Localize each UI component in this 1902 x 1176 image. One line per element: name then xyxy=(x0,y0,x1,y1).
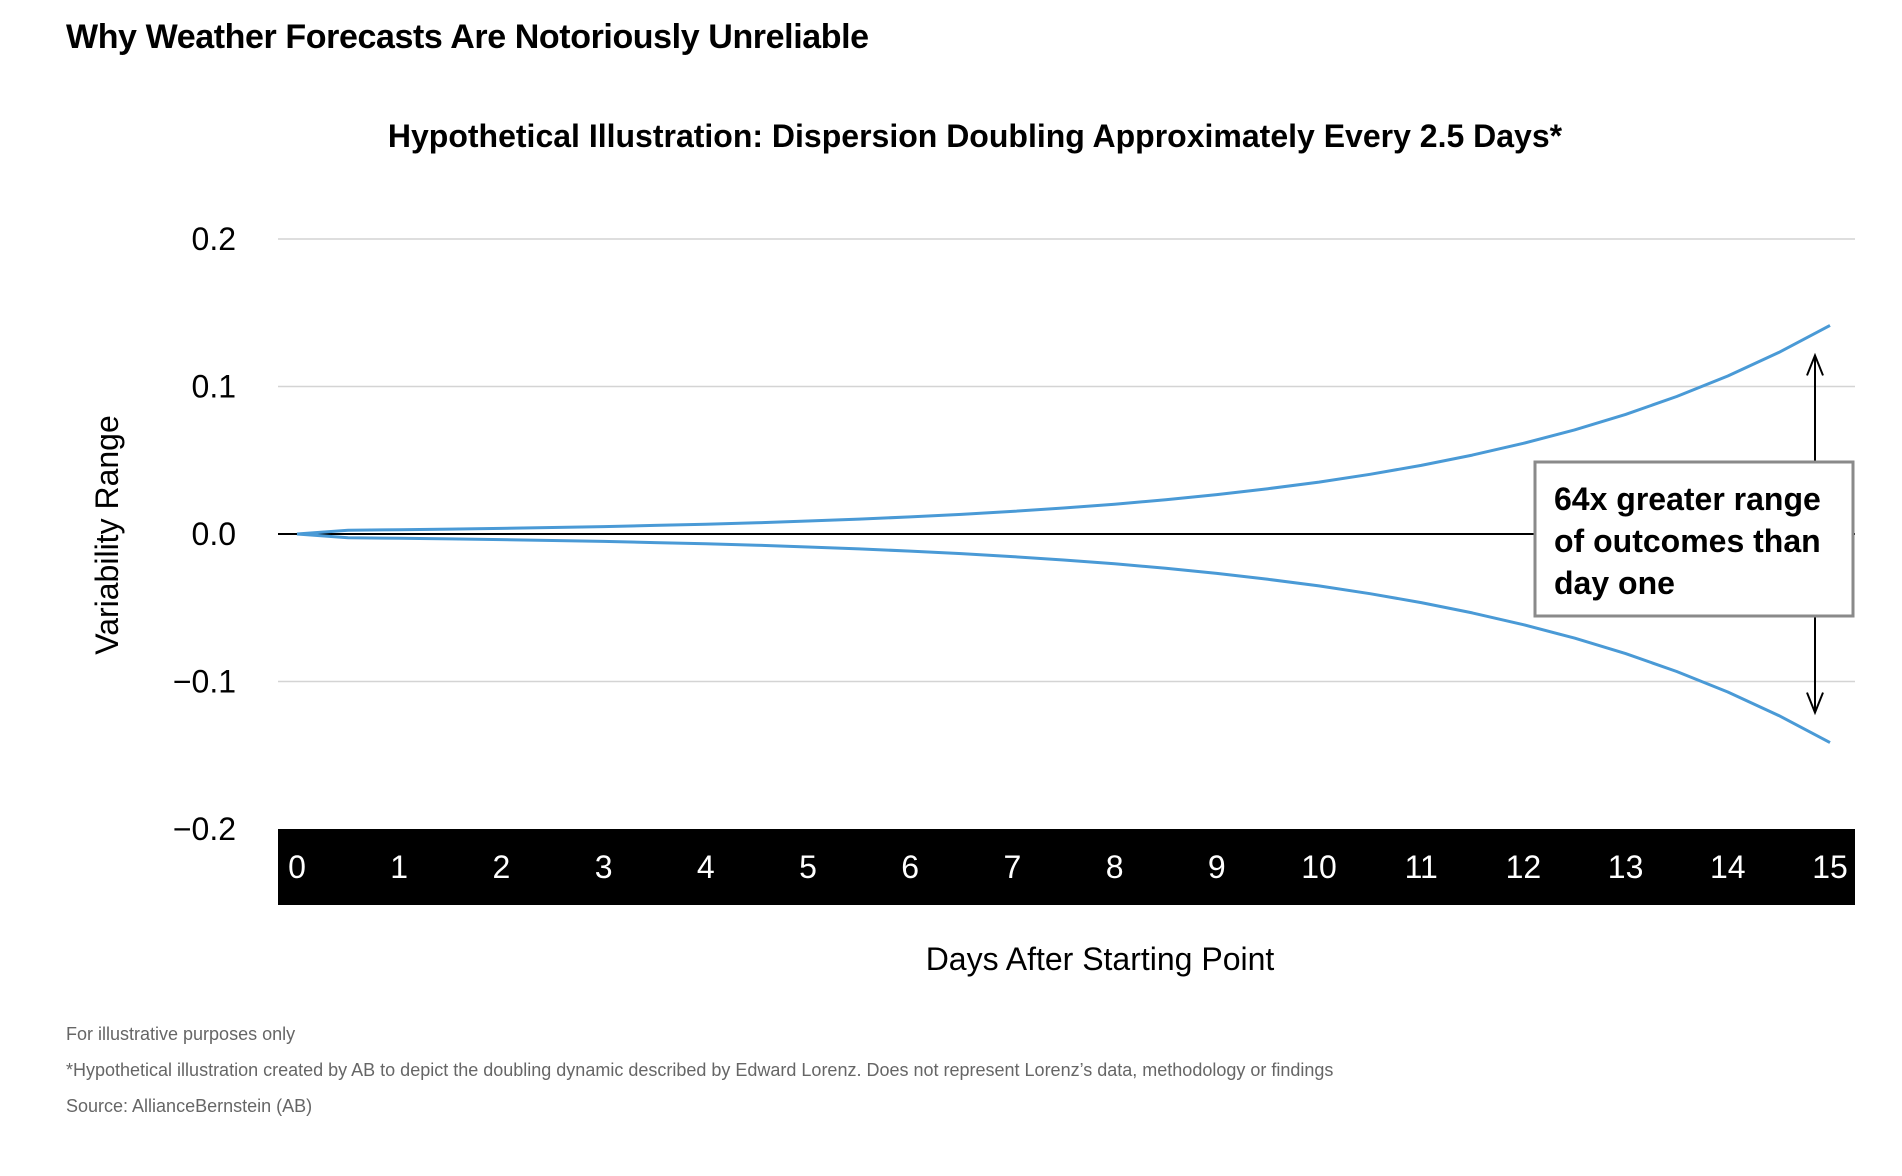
annotation-box xyxy=(1533,460,1855,618)
x-tick-label: 13 xyxy=(1608,849,1644,885)
annotation: 64x greater range of outcomes than day o… xyxy=(1533,352,1855,716)
x-tick-label: 14 xyxy=(1710,849,1746,885)
footnote-source: Source: AllianceBernstein (AB) xyxy=(66,1096,313,1116)
x-tick-label: 4 xyxy=(697,849,715,885)
x-tick-label: 7 xyxy=(1004,849,1022,885)
arrow-up-head xyxy=(1806,352,1824,376)
x-axis-label: Days After Starting Point xyxy=(926,941,1275,977)
grid-lines xyxy=(278,238,1855,683)
x-tick-label: 5 xyxy=(799,849,817,885)
y-tick-label: 0.0 xyxy=(192,516,236,552)
x-tick-label: 3 xyxy=(595,849,613,885)
y-axis-label: Variability Range xyxy=(89,415,125,655)
annotation-text-line: 64x greater range xyxy=(1554,481,1821,517)
x-tick-label: 15 xyxy=(1812,849,1848,885)
x-tick-label: 1 xyxy=(390,849,408,885)
y-tick-label: 0.2 xyxy=(192,221,236,257)
x-tick-label: 8 xyxy=(1106,849,1124,885)
y-axis-ticks: 0.2 0.1 0.0 −0.1 −0.2 xyxy=(173,221,236,847)
annotation-text-line: day one xyxy=(1554,565,1675,601)
series-lines xyxy=(296,324,1831,744)
x-axis-ticks: 0 1 2 3 4 5 6 7 8 9 10 11 12 13 14 15 xyxy=(288,849,1848,885)
headline: Why Weather Forecasts Are Notoriously Un… xyxy=(66,18,869,56)
y-tick-label: 0.1 xyxy=(192,369,236,405)
x-tick-label: 10 xyxy=(1301,849,1337,885)
footnote-illustrative: For illustrative purposes only xyxy=(66,1024,296,1044)
series-line-lower xyxy=(296,532,1831,744)
x-tick-label: 6 xyxy=(901,849,919,885)
x-tick-label: 12 xyxy=(1506,849,1542,885)
x-tick-label: 11 xyxy=(1405,849,1438,885)
x-tick-label: 9 xyxy=(1208,849,1226,885)
annotation-text-line: of outcomes than xyxy=(1554,523,1821,559)
arrow-down-head xyxy=(1806,692,1824,716)
x-tick-label: 0 xyxy=(288,849,306,885)
y-tick-label: −0.1 xyxy=(173,664,236,700)
footnote-hypothetical: *Hypothetical illustration created by AB… xyxy=(66,1060,1334,1080)
y-tick-label: −0.2 xyxy=(173,811,236,847)
x-axis-band xyxy=(278,829,1855,905)
series-line-upper xyxy=(296,324,1831,536)
chart-title: Hypothetical Illustration: Dispersion Do… xyxy=(388,118,1563,154)
x-tick-label: 2 xyxy=(493,849,511,885)
